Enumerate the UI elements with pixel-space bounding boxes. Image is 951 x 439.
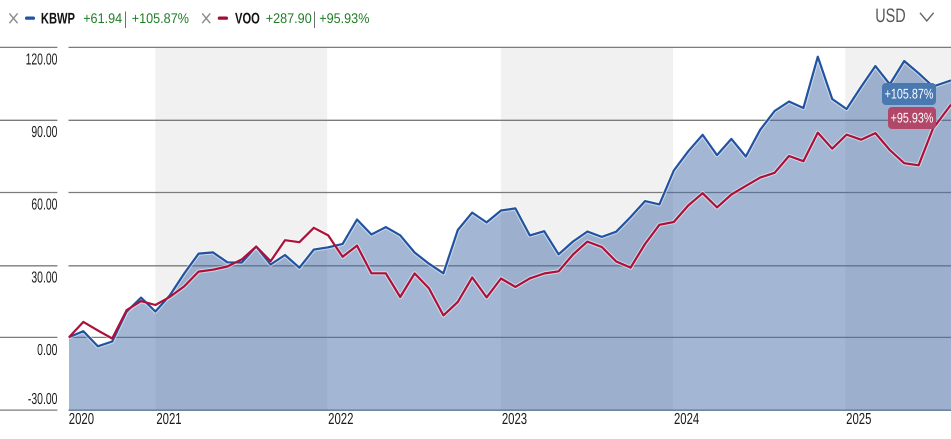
svg-text:+61.94: +61.94 [83,10,122,26]
svg-text:-30.00: -30.00 [28,391,58,408]
svg-text:2021: 2021 [156,411,181,428]
svg-text:2022: 2022 [328,411,353,428]
svg-text:+105.87%: +105.87% [885,86,934,102]
svg-text:USD: USD [875,5,905,27]
svg-text:0.00: 0.00 [37,342,57,359]
svg-text:VOO: VOO [235,11,260,28]
svg-text:+95.93%: +95.93% [319,10,369,26]
svg-text:2023: 2023 [502,411,527,428]
svg-text:+287.90: +287.90 [266,10,312,26]
svg-text:120.00: 120.00 [26,51,58,68]
svg-text:2025: 2025 [846,411,871,428]
svg-text:2020: 2020 [69,411,94,428]
svg-text:KBWP: KBWP [41,11,75,28]
svg-text:90.00: 90.00 [31,124,57,141]
svg-text:+105.87%: +105.87% [132,10,189,26]
svg-text:60.00: 60.00 [31,196,57,213]
svg-text:30.00: 30.00 [31,270,57,287]
svg-text:2024: 2024 [674,411,699,428]
svg-text:+95.93%: +95.93% [891,110,934,126]
